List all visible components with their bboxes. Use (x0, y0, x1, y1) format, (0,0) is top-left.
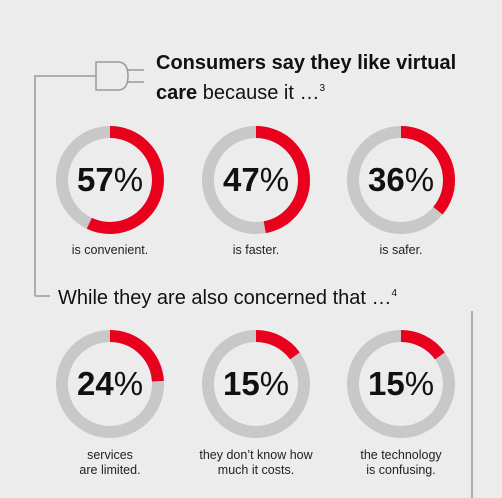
donut-convenient: 57% (54, 124, 166, 236)
donut-percent-sign: % (404, 365, 435, 402)
plug-line (34, 75, 96, 296)
donut-ring (56, 126, 164, 234)
donut-value-arc (202, 330, 310, 438)
donut-ring (202, 330, 310, 438)
donut-number: 36 (367, 161, 405, 198)
caption-line-1: they don’t know how (199, 448, 313, 462)
caption-safer: is safer. (326, 243, 476, 258)
caption-line-1: is safer. (379, 243, 423, 257)
donut-ring (202, 126, 310, 234)
donut-value-arc (347, 330, 455, 438)
caption-line-1: is convenient. (71, 243, 149, 257)
donut-value-arc (56, 330, 164, 438)
donut-cost-unknown: 15% (200, 328, 312, 440)
donut-faster: 47% (200, 124, 312, 236)
donut-value: 24% (54, 328, 166, 440)
donut-value: 15% (345, 328, 457, 440)
caption-line-1: services (87, 448, 133, 462)
donut-number: 15 (367, 365, 405, 402)
heading-concerns: While they are also concerned that …4 (58, 281, 482, 311)
donut-ring (347, 126, 455, 234)
heading-likes-rest: because it … (202, 82, 320, 104)
caption-line-2: is confusing. (366, 463, 436, 477)
donut-percent-sign: % (259, 161, 290, 198)
caption-services-limited: services are limited. (35, 448, 185, 478)
heading-likes: Consumers say they like virtual care bec… (156, 50, 476, 106)
donut-value: 47% (200, 124, 312, 236)
donut-tech-confusing: 15% (345, 328, 457, 440)
donut-value-arc (347, 126, 455, 234)
donut-percent-sign: % (113, 161, 144, 198)
caption-line-2: much it costs. (217, 463, 295, 477)
donut-value: 57% (54, 124, 166, 236)
donut-services-limited: 24% (54, 328, 166, 440)
caption-line-2: are limited. (79, 463, 141, 477)
donut-number: 24 (76, 365, 114, 402)
donut-value-arc (56, 126, 164, 234)
heading-likes-footnote: 3 (319, 83, 326, 94)
heading-concerns-text: While they are also concerned that … (58, 287, 392, 309)
donut-ring (56, 330, 164, 438)
plug-icon (95, 61, 129, 91)
donut-percent-sign: % (113, 365, 144, 402)
donut-safer: 36% (345, 124, 457, 236)
donut-value: 15% (200, 328, 312, 440)
caption-cost-unknown: they don’t know how much it costs. (181, 448, 331, 478)
caption-line-1: is faster. (232, 243, 280, 257)
heading-concerns-footnote: 4 (391, 288, 398, 299)
caption-tech-confusing: the technology is confusing. (326, 448, 476, 478)
donut-number: 47 (222, 161, 260, 198)
caption-line-1: the technology (360, 448, 442, 462)
donut-number: 15 (222, 365, 260, 402)
donut-ring (347, 330, 455, 438)
caption-convenient: is convenient. (35, 243, 185, 258)
caption-faster: is faster. (181, 243, 331, 258)
donut-percent-sign: % (404, 161, 435, 198)
heading-likes-bold: Consumers say they like virtual care (156, 52, 457, 104)
donut-value: 36% (345, 124, 457, 236)
donut-percent-sign: % (259, 365, 290, 402)
donut-number: 57 (76, 161, 114, 198)
donut-value-arc (202, 126, 310, 234)
